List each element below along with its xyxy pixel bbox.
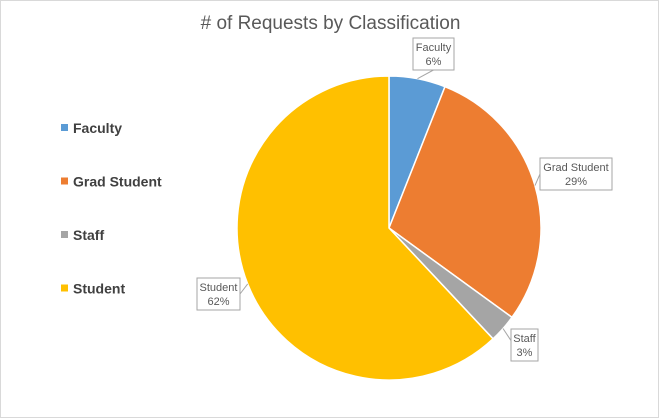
data-label-box-faculty (412, 37, 455, 71)
data-label-value-grad-student: 29% (565, 176, 587, 188)
legend-label-student: Student (73, 281, 125, 297)
data-label-faculty: Faculty 6% (412, 37, 455, 80)
data-label-box-grad-student (539, 157, 613, 191)
legend-label-faculty: Faculty (73, 120, 122, 136)
data-label-staff: Staff 3% (502, 328, 539, 362)
data-label-student: Student 62% (196, 277, 249, 311)
leader-line-student (239, 283, 249, 295)
data-label-category-grad-student: Grad Student (543, 162, 608, 174)
legend-label-staff: Staff (73, 227, 104, 243)
pie-slice-grad-student (388, 85, 542, 319)
data-label-box-student (196, 277, 241, 311)
data-label-box-staff (510, 328, 539, 362)
legend-swatch-faculty (61, 124, 68, 131)
legend-swatch-student (61, 284, 68, 292)
legend: Faculty Grad Student Staff Student (61, 120, 162, 297)
data-label-grad-student: Grad Student 29% (534, 157, 613, 191)
data-label-value-staff: 3% (517, 347, 533, 359)
data-label-category-faculty: Faculty (416, 42, 452, 54)
leader-line-grad-student (534, 173, 541, 186)
data-label-callouts: Faculty 6% Grad Student 29% Staff 3% Student 62… (196, 37, 613, 362)
data-label-value-faculty: 6% (426, 56, 442, 68)
chart-title: # of Requests by Classification (201, 13, 461, 34)
legend-swatch-grad-student (61, 177, 68, 185)
data-label-category-student: Student (200, 282, 238, 294)
data-label-category-staff: Staff (513, 333, 536, 345)
data-label-value-student: 62% (207, 296, 229, 308)
legend-label-grad-student: Grad Student (73, 174, 162, 190)
legend-swatch-staff (61, 231, 68, 238)
pie-slices (236, 75, 542, 381)
leader-line-faculty (417, 69, 434, 80)
